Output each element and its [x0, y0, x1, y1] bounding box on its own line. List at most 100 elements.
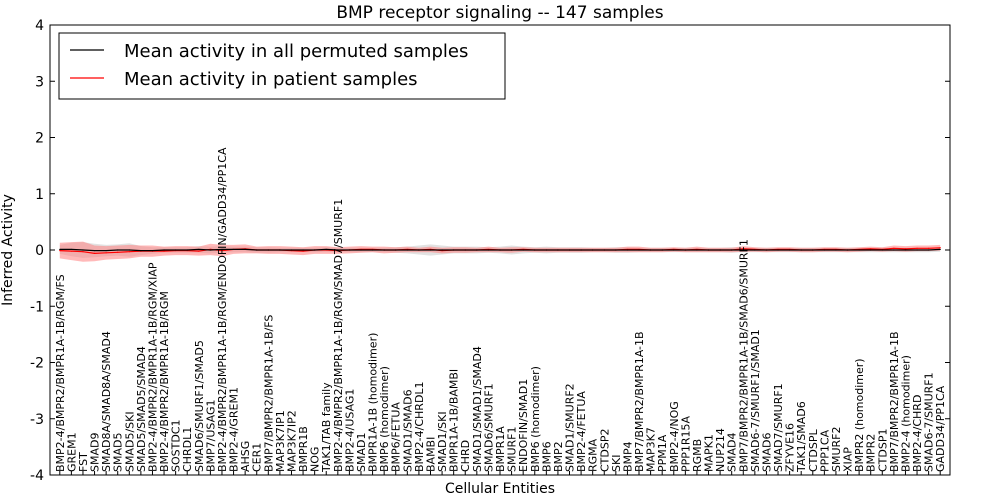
data-point-permuted — [673, 249, 675, 251]
data-point-permuted — [592, 249, 594, 251]
y-tick-label: 0 — [35, 243, 44, 259]
data-point-permuted — [198, 248, 200, 251]
x-tick-label: FST — [77, 452, 90, 472]
x-tick-label: RGMB — [691, 439, 704, 472]
data-point-permuted — [232, 248, 235, 251]
data-point-permuted — [661, 249, 663, 251]
data-point-permuted — [406, 249, 408, 251]
data-point-permuted — [904, 249, 907, 251]
data-point-patient — [904, 248, 907, 250]
y-tick-label: 4 — [35, 18, 44, 34]
x-tick-label: ZFYVE16 — [784, 423, 797, 472]
data-point-permuted — [846, 249, 849, 251]
x-tick-label: GADD34/PP1CA — [934, 385, 947, 472]
data-point-permuted — [290, 249, 293, 251]
legend-label-permuted: Mean activity in all permuted samples — [124, 41, 468, 62]
x-tick-label: BMP2-4/GREM1 — [228, 387, 241, 472]
x-tick-label: BMP2-4/BMPR2/BMPR1A-1B/RGM/FS — [54, 274, 67, 472]
data-point-permuted — [765, 249, 768, 251]
x-tick-label: MAP3K7 — [645, 427, 658, 472]
data-point-permuted — [186, 249, 188, 251]
data-point-permuted — [916, 249, 918, 251]
x-tick-label: BMP6 (homodimer) — [529, 366, 542, 472]
x-tick-label: BMPR1A-1B/BAMBI — [448, 369, 461, 472]
x-tick-label: SMAD5/SKI — [123, 411, 136, 472]
data-point-permuted — [893, 249, 895, 251]
data-point-permuted — [580, 249, 582, 251]
x-axis: BMP2-4/BMPR2/BMPR1A-1B/RGM/FSGREM1FSTSMA… — [54, 147, 947, 475]
data-point-permuted — [464, 249, 466, 251]
confidence-bands — [59, 241, 941, 262]
data-point-permuted — [429, 249, 432, 251]
x-tick-label: BMP7/USAG1 — [204, 400, 217, 472]
x-tick-label: BAMBI — [425, 437, 438, 472]
x-tick-label: BMP7/BMPR2/BMPR1A-1B — [633, 331, 646, 472]
data-point-permuted — [742, 249, 744, 251]
x-tick-label: TAK1/SMAD6 — [795, 401, 808, 473]
data-point-permuted — [360, 249, 362, 251]
data-point-permuted — [777, 249, 779, 251]
data-point-permuted — [175, 249, 177, 251]
data-point-patient — [105, 252, 107, 254]
x-tick-label: BMP2-4/BMPR2/BMPR1A-1B/RGM/XIAP — [147, 262, 160, 472]
data-point-permuted — [267, 249, 269, 251]
x-tick-label: MAPK1 — [703, 434, 716, 472]
data-point-patient — [128, 251, 130, 253]
x-tick-label: BMP2-4/FETUA — [575, 391, 588, 472]
x-tick-label: BMP7/BMPR2/BMPR1A-1B/SMAD6/SMURF1 — [737, 239, 750, 472]
x-tick-label: BMP2-4/BMPR2/BMPR1A-1B/RGM/ENDOFIN/GADD3… — [216, 147, 229, 472]
chart-title: BMP receptor signaling -- 147 samples — [336, 3, 663, 23]
x-tick-label: BMP2-4/BMPR2/BMPR1A-1B/RGM/SMAD7/SMURF1 — [332, 199, 345, 472]
x-tick-label: SMAD1/SMAD1/SMAD4 — [471, 346, 484, 472]
x-tick-label: RGMA — [587, 438, 600, 472]
data-point-permuted — [441, 249, 443, 251]
data-point-permuted — [510, 249, 513, 251]
data-point-patient — [870, 248, 872, 250]
x-tick-label: SMAD6-7/SMURF1 — [923, 372, 936, 472]
x-tick-label: SMAD6/SMURF1/SMAD5 — [193, 340, 206, 472]
data-point-patient — [916, 247, 918, 249]
data-point-patient — [117, 251, 119, 253]
data-point-permuted — [453, 249, 455, 251]
data-point-permuted — [302, 249, 304, 251]
data-point-permuted — [939, 248, 941, 251]
x-tick-label: PPP1R15A — [679, 415, 692, 472]
data-point-permuted — [638, 249, 640, 251]
x-tick-label: SMAD1/SMAD6 — [401, 389, 414, 472]
x-tick-label: CTDSP1 — [876, 429, 889, 472]
data-point-permuted — [140, 249, 142, 252]
data-point-permuted — [117, 249, 119, 251]
data-point-permuted — [256, 249, 258, 251]
data-point-permuted — [70, 248, 72, 251]
x-tick-label: SMAD6-7/SMURF1/SMAD1 — [749, 329, 762, 472]
data-point-permuted — [59, 248, 61, 251]
x-tick-label: NUP214 — [714, 428, 727, 472]
x-tick-label: BMPR1B — [297, 426, 310, 472]
data-point-permuted — [696, 249, 698, 251]
x-tick-label: SMAD1 — [355, 433, 368, 472]
data-point-permuted — [314, 249, 316, 251]
data-point-permuted — [626, 249, 629, 251]
data-point-permuted — [128, 249, 130, 251]
x-tick-label: SMURF1 — [506, 427, 519, 473]
data-point-permuted — [325, 248, 327, 251]
x-tick-label: CTDSP2 — [598, 429, 611, 472]
data-point-permuted — [870, 249, 872, 251]
x-tick-label: BMP6/FETUA — [390, 402, 403, 472]
data-point-permuted — [348, 249, 351, 251]
data-point-permuted — [615, 249, 617, 251]
x-tick-label: BMP2-4/BMPR2/BMPR1A-1B/RGM — [158, 291, 171, 472]
y-tick-label: -3 — [30, 412, 44, 428]
x-tick-label: BMP2-4/USAG1 — [343, 389, 356, 472]
data-point-patient — [302, 250, 304, 252]
y-tick-label: -2 — [30, 356, 44, 372]
x-tick-label: BMP7/BMPR2/BMPR1A-1B — [888, 331, 901, 472]
data-point-permuted — [221, 248, 223, 251]
x-tick-label: MAP3K7IP2 — [286, 410, 299, 472]
data-point-permuted — [800, 249, 802, 251]
data-point-permuted — [881, 249, 883, 251]
x-tick-label: CTDSPL — [807, 429, 820, 472]
x-axis-label: Cellular Entities — [445, 481, 555, 497]
data-point-patient — [939, 247, 941, 249]
data-point-permuted — [928, 249, 930, 251]
